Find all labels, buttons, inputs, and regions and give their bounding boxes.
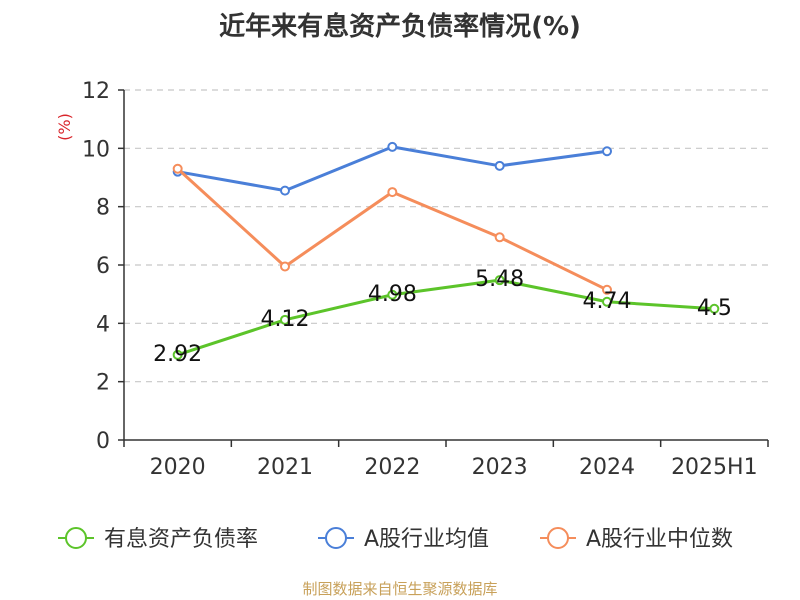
data-point	[709, 303, 720, 314]
y-tick-label: 10	[82, 137, 110, 162]
data-point	[387, 187, 398, 198]
x-tick-label: 2020	[150, 455, 206, 480]
data-point	[494, 275, 505, 286]
legend-marker	[65, 527, 87, 549]
data-label: 4.74	[583, 289, 632, 314]
data-label: 4.12	[261, 307, 310, 332]
data-label: 4.98	[368, 282, 417, 307]
chart-title: 近年来有息资产负债率情况(%)	[219, 12, 581, 42]
data-point	[172, 163, 183, 174]
data-point	[172, 349, 183, 360]
x-tick-label: 2021	[257, 455, 313, 480]
data-point	[494, 232, 505, 243]
data-point	[387, 289, 398, 300]
y-axis-label: (%)	[55, 113, 74, 141]
x-tick-label: 2023	[472, 455, 528, 480]
data-label: 5.48	[475, 267, 524, 292]
x-tick-label: 2025H1	[671, 455, 758, 480]
data-point	[602, 284, 612, 295]
data-point	[280, 261, 290, 272]
data-point	[280, 314, 290, 325]
data-point	[387, 141, 398, 152]
y-tick-label: 2	[96, 371, 110, 396]
series-lines	[172, 141, 720, 360]
legend-marker	[325, 527, 347, 549]
data-source-note: 制图数据来自恒生聚源数据库	[302, 580, 498, 598]
legend-label: A股行业中位数	[586, 527, 733, 552]
data-label: 2.92	[153, 342, 202, 367]
series-line-3	[176, 167, 608, 292]
data-point	[494, 160, 505, 171]
y-tick-label: 12	[82, 79, 110, 104]
data-labels: 2.92 4.12 4.98 5.48 4.74 4.5	[153, 267, 732, 367]
series-line-1	[177, 278, 715, 357]
y-tick-label: 0	[96, 429, 110, 454]
grid-lines	[124, 89, 768, 383]
data-point	[602, 146, 612, 157]
legend-marker	[547, 527, 569, 549]
data-point	[280, 185, 290, 196]
legend-label: A股行业均值	[364, 527, 489, 552]
x-tick-label: 2024	[579, 455, 635, 480]
data-label: 4.5	[697, 296, 732, 321]
legend: 有息资产负债率 A股行业均值 A股行业中位数	[58, 527, 733, 552]
x-tick-label: 2022	[364, 455, 420, 480]
series-line-2	[177, 145, 608, 193]
y-tick-label: 4	[96, 312, 110, 337]
legend-label: 有息资产负债率	[104, 527, 258, 552]
y-tick-label: 6	[96, 254, 110, 279]
axes: 0 2 4 6 8 10 12 2020 2021 2022 2023 2024 2025H1 (%)	[55, 79, 769, 480]
y-tick-label: 8	[96, 196, 110, 221]
data-point	[602, 296, 612, 307]
